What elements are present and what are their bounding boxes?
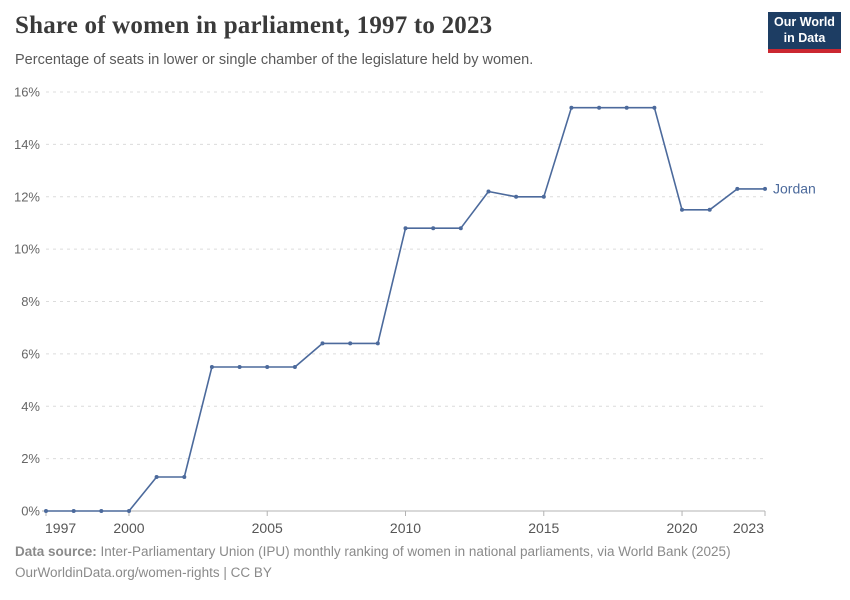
- data-point[interactable]: [265, 365, 270, 369]
- data-point[interactable]: [652, 105, 657, 110]
- license-line: OurWorldinData.org/women-rights | CC BY: [15, 565, 272, 580]
- data-point[interactable]: [182, 475, 187, 479]
- x-tick-label: 2000: [113, 520, 144, 536]
- chart-footer: Data source: Inter-Parliamentary Union (…: [15, 541, 835, 583]
- y-tick-label: 6%: [21, 346, 40, 361]
- data-point[interactable]: [71, 509, 76, 513]
- series-label[interactable]: Jordan: [773, 180, 816, 196]
- data-point[interactable]: [707, 207, 712, 212]
- data-point[interactable]: [735, 186, 740, 191]
- owid-logo[interactable]: Our World in Data: [768, 12, 841, 53]
- data-point[interactable]: [403, 226, 408, 231]
- data-point[interactable]: [486, 189, 491, 194]
- data-point[interactable]: [99, 509, 104, 513]
- data-source-line: Data source: Inter-Parliamentary Union (…: [15, 541, 835, 562]
- data-source-text: Inter-Parliamentary Union (IPU) monthly …: [96, 544, 731, 559]
- owid-logo-text-line2: in Data: [783, 30, 826, 45]
- data-point[interactable]: [292, 365, 297, 369]
- y-tick-label: 4%: [21, 399, 40, 414]
- data-point[interactable]: [431, 226, 436, 231]
- y-tick-label: 8%: [21, 294, 40, 309]
- y-tick-label: 2%: [21, 451, 40, 466]
- data-point[interactable]: [44, 509, 48, 513]
- x-tick-label: 2020: [666, 520, 697, 536]
- x-tick-label: 1997: [45, 520, 76, 536]
- data-point[interactable]: [127, 509, 131, 513]
- data-point[interactable]: [541, 194, 546, 199]
- data-point[interactable]: [680, 207, 684, 212]
- data-point[interactable]: [597, 105, 602, 110]
- data-point[interactable]: [375, 341, 380, 346]
- x-tick-label: 2015: [528, 520, 559, 536]
- data-point[interactable]: [348, 341, 353, 346]
- y-tick-label: 12%: [14, 189, 40, 204]
- data-source-label: Data source:: [15, 544, 97, 559]
- y-tick-label: 0%: [21, 504, 40, 519]
- x-tick-label: 2010: [390, 520, 421, 536]
- data-point[interactable]: [763, 186, 767, 191]
- x-tick-label: 2023: [733, 520, 764, 536]
- data-point[interactable]: [458, 226, 463, 231]
- owid-logo-text-line1: Our World: [774, 14, 835, 29]
- data-point[interactable]: [569, 105, 574, 110]
- y-tick-label: 10%: [14, 242, 40, 257]
- data-point[interactable]: [209, 365, 214, 369]
- data-point[interactable]: [154, 475, 159, 479]
- x-tick-label: 2005: [252, 520, 283, 536]
- series-line-jordan: [46, 106, 765, 512]
- page-title: Share of women in parliament, 1997 to 20…: [15, 12, 493, 39]
- data-point[interactable]: [514, 194, 519, 199]
- y-tick-label: 16%: [14, 85, 40, 100]
- data-point[interactable]: [320, 341, 325, 346]
- data-point[interactable]: [237, 365, 242, 369]
- chart-subtitle: Percentage of seats in lower or single c…: [15, 52, 534, 68]
- y-tick-label: 14%: [14, 137, 40, 152]
- data-point[interactable]: [624, 105, 629, 110]
